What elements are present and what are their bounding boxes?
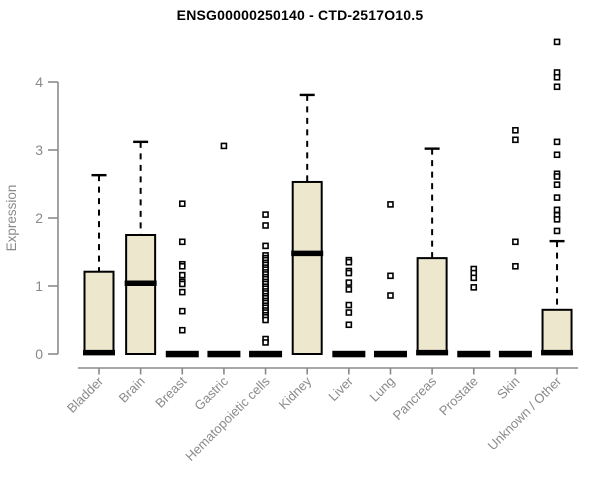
x-tick-label: Pancreas — [390, 373, 440, 423]
outlier-hematopoietic-cells — [262, 211, 269, 218]
box-pancreas — [416, 257, 448, 355]
outlier-breast — [178, 271, 186, 279]
outlier-skin — [512, 126, 519, 134]
x-tick-label: Kidney — [276, 373, 315, 412]
outlier-breast — [178, 200, 186, 208]
outlier-skin — [512, 262, 519, 270]
box-bladder — [83, 270, 115, 355]
outlier-unknown-other — [553, 151, 561, 159]
outlier-breast — [178, 262, 186, 270]
outlier-prostate — [470, 284, 478, 291]
outlier-hematopoietic-cells — [262, 222, 269, 229]
x-tick-label: Lung — [367, 374, 398, 405]
outlier-unknown-other — [553, 216, 561, 223]
outlier-breast — [178, 280, 186, 288]
outlier-hematopoietic-cells — [262, 339, 269, 346]
outlier-unknown-other — [553, 38, 561, 46]
x-tick-label: Prostate — [436, 374, 481, 419]
chart-title: ENSG00000250140 - CTD-2517O10.5 — [176, 7, 424, 23]
outlier-liver — [345, 301, 353, 309]
outlier-unknown-other — [553, 194, 561, 201]
outlier-skin — [512, 238, 519, 246]
outlier-liver — [345, 279, 353, 286]
outlier-prostate — [470, 274, 478, 282]
outlier-unknown-other — [553, 206, 561, 214]
outlier-unknown-other — [553, 138, 561, 146]
outlier-breast — [178, 326, 186, 334]
y-tick-label: 4 — [35, 74, 43, 90]
y-tick-label: 1 — [35, 278, 43, 294]
outlier-liver — [345, 309, 353, 316]
outlier-lung — [387, 201, 394, 208]
box-hematopoietic-cells — [249, 350, 283, 358]
outlier-unknown-other — [553, 83, 561, 91]
x-tick-label: Gastric — [191, 373, 231, 413]
box-kidney — [291, 180, 323, 355]
y-tick-label: 2 — [35, 210, 43, 226]
outlier-liver — [345, 269, 353, 277]
x-tick-label: Breast — [152, 373, 189, 410]
outlier-liver — [345, 286, 353, 293]
y-tick-label: 3 — [35, 142, 43, 158]
box-breast — [165, 350, 199, 358]
outlier-liver — [345, 258, 353, 266]
y-axis-title: Expression — [4, 185, 19, 252]
x-tick-label: Unknown / Other — [485, 373, 565, 453]
outlier-lung — [387, 292, 394, 299]
box-prostate — [457, 350, 491, 358]
outlier-gastric — [220, 142, 228, 150]
outlier-unknown-other — [553, 173, 561, 180]
x-tick-label: Skin — [494, 374, 522, 402]
x-tick-label: Bladder — [64, 373, 107, 416]
outlier-liver — [345, 321, 353, 329]
x-tick-label: Brain — [116, 374, 148, 406]
outlier-breast — [178, 288, 186, 296]
outlier-breast — [178, 238, 186, 246]
outlier-skin — [512, 136, 519, 144]
box-lung — [373, 350, 407, 358]
outlier-unknown-other — [553, 227, 561, 235]
outlier-hematopoietic-cells — [262, 316, 269, 324]
outlier-unknown-other — [553, 73, 561, 81]
y-tick-label: 0 — [35, 346, 43, 362]
box-unknown-other — [541, 308, 573, 355]
outlier-breast — [178, 307, 186, 315]
box-skin — [498, 350, 532, 358]
box-gastric — [207, 350, 241, 358]
x-tick-label: Liver — [325, 373, 356, 404]
box-liver — [332, 350, 366, 358]
outlier-hematopoietic-cells — [262, 242, 269, 250]
outlier-unknown-other — [553, 181, 561, 188]
box-brain — [125, 234, 157, 355]
outlier-lung — [387, 272, 394, 280]
